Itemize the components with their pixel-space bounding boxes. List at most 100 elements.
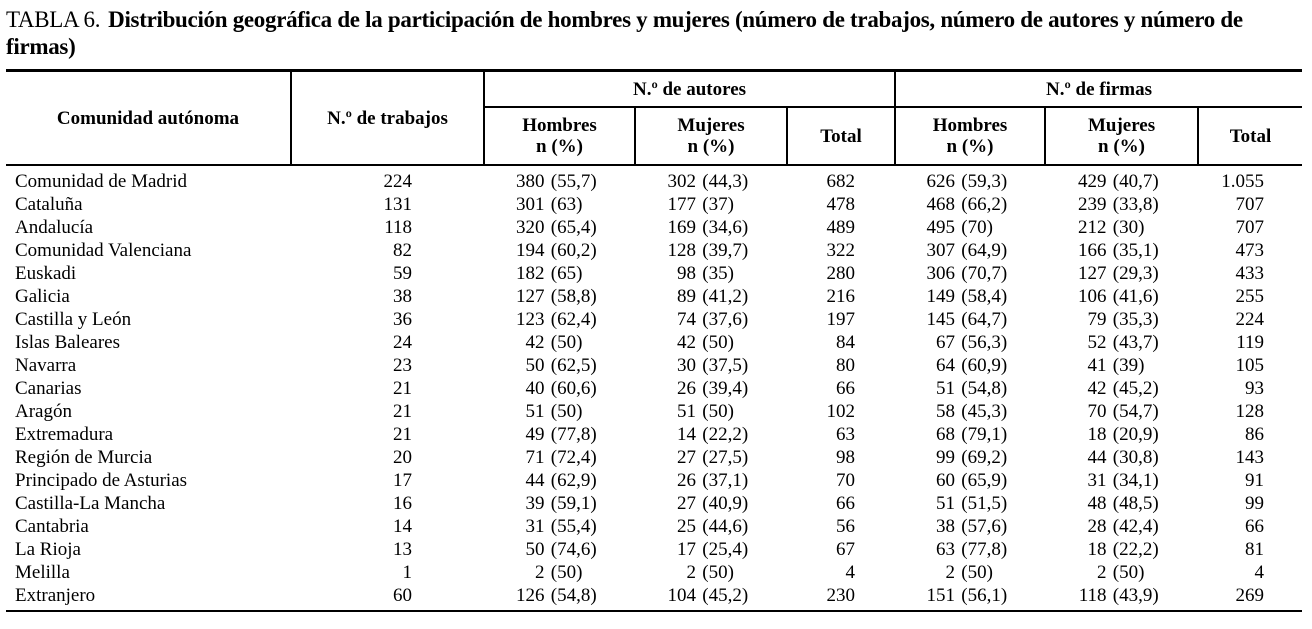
cell-signatures-women: 79 (35,3) <box>1087 309 1159 330</box>
cell-authors-total: 84 <box>836 332 856 353</box>
cell-region: Cantabria <box>15 516 89 537</box>
cell-works: 20 <box>393 447 412 468</box>
cell-signatures-men: 58 (45,3) <box>936 401 1008 422</box>
table-title-text: Distribución geográfica de la participac… <box>6 7 1243 59</box>
cell-authors-total: 63 <box>836 424 856 445</box>
cell-signatures-women: 166 (35,1) <box>1078 240 1159 261</box>
cell-authors-women: 74 (37,6) <box>676 309 749 330</box>
cell-works: 24 <box>393 332 412 353</box>
cell-signatures-women: 31 (34,1) <box>1087 470 1159 491</box>
cell-authors-women: 26 (37,1) <box>676 470 749 491</box>
cell-authors-men: 40 (60,6) <box>525 378 597 399</box>
cell-works: 16 <box>393 493 412 514</box>
cell-works: 14 <box>393 516 412 537</box>
header-men-authors: Hombres n (%) <box>484 107 636 166</box>
cell-signatures-men: 149 (58,4) <box>926 286 1008 307</box>
cell-signatures-men: 151 (56,1) <box>926 585 1008 606</box>
cell-signatures-total: 128 <box>1235 401 1265 422</box>
data-table: Comunidad autónoma N.º de trabajos N.º d… <box>6 69 1303 612</box>
cell-signatures-total: 4 <box>1254 562 1265 583</box>
cell-signatures-women: 41 (39) <box>1087 355 1145 376</box>
header-women-authors: Mujeres n (%) <box>635 107 788 166</box>
header-group-row: Comunidad autónoma N.º de trabajos N.º d… <box>6 70 1303 166</box>
cell-signatures-total: 93 <box>1245 378 1265 399</box>
cell-authors-men: 301 (63) <box>515 194 583 215</box>
cell-signatures-women: 52 (43,7) <box>1087 332 1159 353</box>
cell-authors-total: 489 <box>826 217 856 238</box>
cell-region: Comunidad de Madrid <box>15 171 188 192</box>
cell-signatures-men: 38 (57,6) <box>936 516 1008 537</box>
cell-authors-men: 31 (55,4) <box>525 516 597 537</box>
header-group-signatures: N.º de firmas <box>895 70 1303 108</box>
cell-authors-total: 197 <box>826 309 856 330</box>
cell-signatures-women: 28 (42,4) <box>1087 516 1159 537</box>
cell-signatures-total: 66 <box>1245 516 1265 537</box>
cell-signatures-women: 18 (22,2) <box>1087 539 1159 560</box>
cell-authors-men: 380 (55,7) <box>515 171 597 192</box>
page: TABLA 6. Distribución geográfica de la pa… <box>6 7 1303 612</box>
cell-authors-total: 682 <box>826 171 856 192</box>
cell-authors-women: 128 (39,7) <box>667 240 749 261</box>
header-men-signatures: Hombres n (%) <box>895 107 1047 166</box>
cell-authors-women: 17 (25,4) <box>676 539 749 560</box>
cell-signatures-men: 307 (64,9) <box>926 240 1008 261</box>
cell-works: 13 <box>393 539 412 560</box>
table-row: Andalucía 118 320 (65,4) 169 (34,6) 489 495 (70)… <box>6 216 1302 239</box>
cell-authors-women: 42 (50) <box>676 332 734 353</box>
cell-signatures-women: 127 (29,3) <box>1078 263 1159 284</box>
table-row: La Rioja 13 50 (74,6) 17 (25,4) 67 63 (77,8) 18 (2… <box>6 538 1302 561</box>
cell-authors-men: 194 (60,2) <box>515 240 597 261</box>
cell-signatures-total: 224 <box>1235 309 1265 330</box>
cell-authors-total: 66 <box>836 493 856 514</box>
cell-signatures-men: 468 (66,2) <box>926 194 1008 215</box>
cell-authors-total: 478 <box>826 194 856 215</box>
cell-signatures-total: 269 <box>1235 585 1265 606</box>
table-row: Canarias 21 40 (60,6) 26 (39,4) 66 51 (54,8) 42 (4… <box>6 377 1302 400</box>
cell-authors-women: 104 (45,2) <box>667 585 749 606</box>
cell-signatures-women: 118 (43,9) <box>1078 585 1159 606</box>
cell-signatures-women: 429 (40,7) <box>1078 171 1159 192</box>
cell-signatures-men: 68 (79,1) <box>936 424 1008 445</box>
cell-authors-total: 322 <box>826 240 856 261</box>
cell-signatures-total: 255 <box>1235 286 1265 307</box>
cell-authors-women: 51 (50) <box>676 401 734 422</box>
cell-authors-men: 51 (50) <box>525 401 583 422</box>
cell-signatures-men: 145 (64,7) <box>926 309 1008 330</box>
table-row: Galicia 38 127 (58,8) 89 (41,2) 216 149 (58,4) 10… <box>6 285 1302 308</box>
cell-signatures-men: 51 (54,8) <box>936 378 1008 399</box>
table-row: Comunidad de Madrid 224 380 (55,7) 302 (44,3)… <box>6 165 1302 193</box>
cell-authors-total: 280 <box>826 263 856 284</box>
cell-works: 60 <box>393 585 412 606</box>
cell-authors-total: 56 <box>836 516 856 537</box>
header-women-signatures: Mujeres n (%) <box>1045 107 1200 166</box>
cell-signatures-men: 67 (56,3) <box>936 332 1008 353</box>
cell-works: 17 <box>393 470 412 491</box>
cell-signatures-women: 44 (30,8) <box>1087 447 1159 468</box>
cell-signatures-men: 64 (60,9) <box>936 355 1008 376</box>
cell-authors-women: 98 (35) <box>676 263 734 284</box>
cell-region: Principado de Asturias <box>15 470 188 491</box>
cell-works: 23 <box>393 355 412 376</box>
cell-signatures-men: 2 (50) <box>945 562 993 583</box>
cell-region: Castilla-La Mancha <box>15 493 166 514</box>
cell-region: Aragón <box>15 401 72 422</box>
cell-authors-women: 169 (34,6) <box>667 217 749 238</box>
cell-region: Islas Baleares <box>15 332 120 353</box>
cell-authors-men: 49 (77,8) <box>525 424 597 445</box>
cell-authors-women: 26 (39,4) <box>676 378 749 399</box>
cell-region: Galicia <box>15 286 70 307</box>
cell-authors-women: 14 (22,2) <box>676 424 749 445</box>
cell-authors-men: 39 (59,1) <box>525 493 597 514</box>
cell-authors-women: 30 (37,5) <box>676 355 749 376</box>
cell-region: Extremadura <box>15 424 114 445</box>
cell-signatures-men: 626 (59,3) <box>926 171 1008 192</box>
table-row: Islas Baleares 24 42 (50) 42 (50) 84 67 (56,3) 52… <box>6 331 1302 354</box>
cell-authors-men: 50 (74,6) <box>525 539 597 560</box>
cell-works: 21 <box>393 378 412 399</box>
table-row: Extranjero 60 126 (54,8) 104 (45,2) 230 151 (56,… <box>6 584 1302 611</box>
cell-region: Andalucía <box>15 217 94 238</box>
cell-signatures-women: 48 (48,5) <box>1087 493 1159 514</box>
cell-region: Región de Murcia <box>15 447 153 468</box>
cell-authors-total: 4 <box>845 562 856 583</box>
cell-signatures-women: 212 (30) <box>1078 217 1145 238</box>
